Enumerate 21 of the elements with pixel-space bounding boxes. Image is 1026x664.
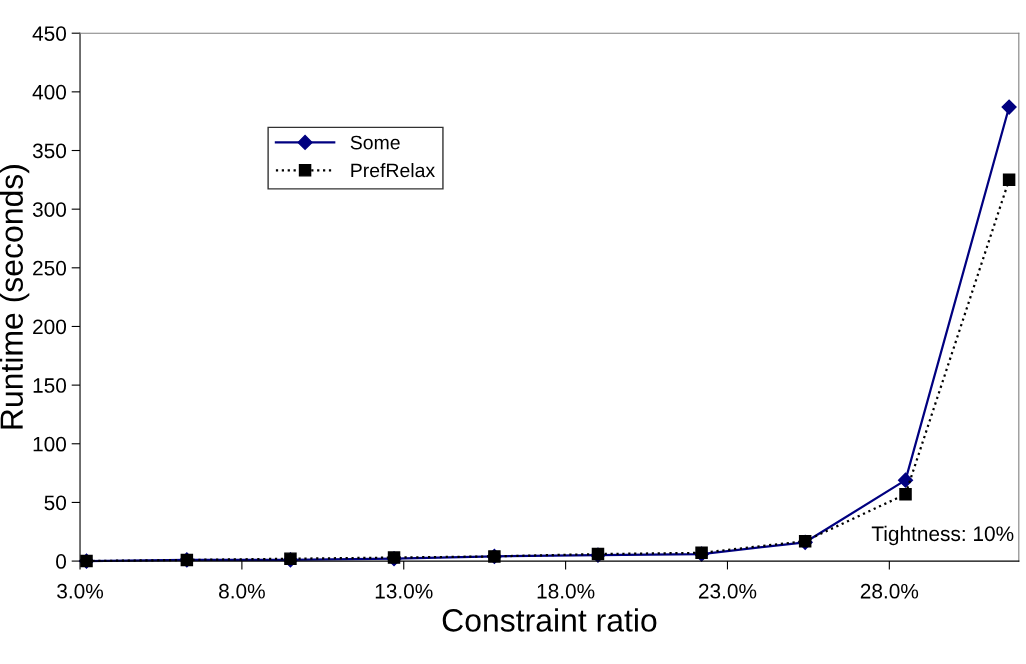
y-tick-label: 450 <box>32 26 67 41</box>
x-tick-label: 18.0% <box>537 583 595 599</box>
y-tick-label: 250 <box>33 260 67 276</box>
y-tick-label: 150 <box>33 378 67 393</box>
y-tick-label: 100 <box>33 436 67 452</box>
x-axis-title: Constraint ratio <box>442 608 657 632</box>
legend-label: Some <box>350 135 400 150</box>
y-tick-label: 300 <box>32 202 67 217</box>
legend-label: PrefRelax <box>351 163 435 178</box>
y-tick-label: 400 <box>32 84 67 100</box>
y-tick-label: 50 <box>44 495 67 511</box>
annotation: Tightness: 10% <box>871 525 1014 546</box>
y-axis-title: Runtime (seconds) <box>0 165 30 429</box>
y-tick-label: 350 <box>32 143 67 159</box>
x-tick-label: 3.0% <box>57 583 104 599</box>
x-tick-label: 28.0% <box>860 583 919 599</box>
x-tick-label: 13.0% <box>375 583 433 599</box>
y-tick-label: 200 <box>33 319 67 335</box>
x-tick-label: 8.0% <box>219 583 265 599</box>
x-tick-label: 23.0% <box>698 583 757 599</box>
y-tick-label: 0 <box>56 554 67 569</box>
